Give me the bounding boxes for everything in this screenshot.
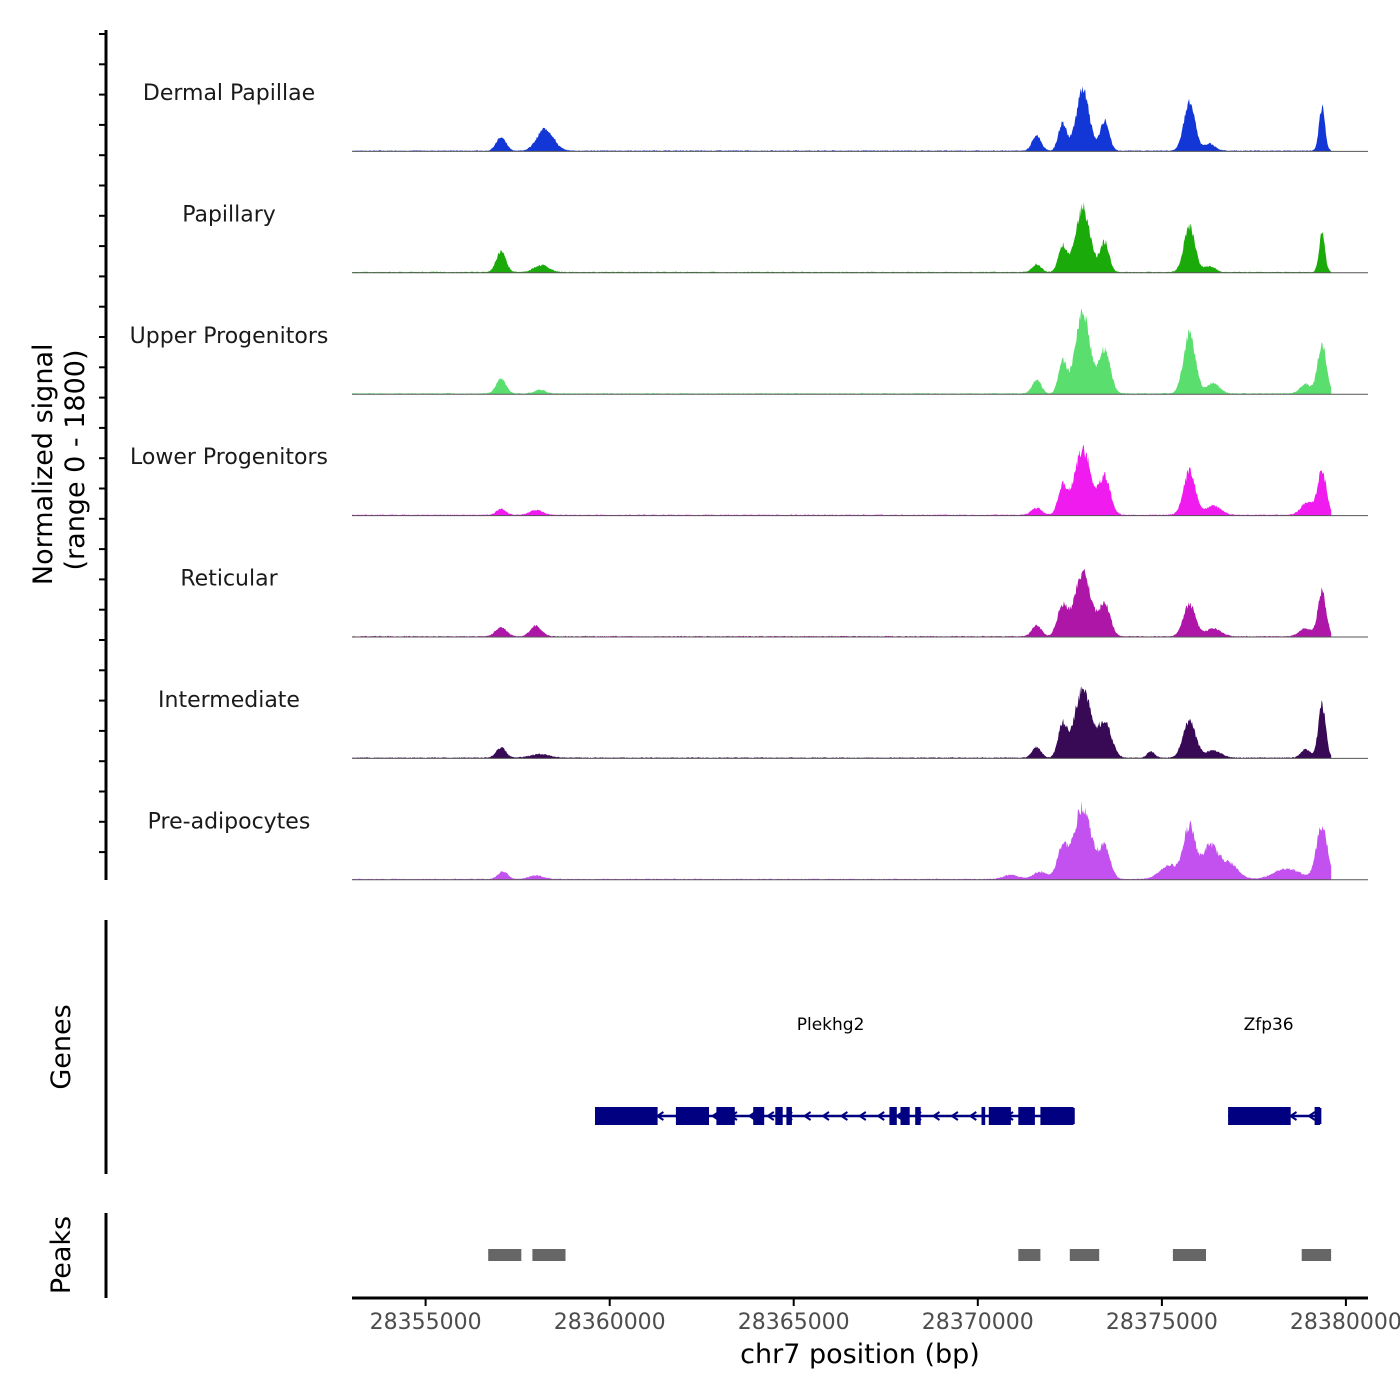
exon (1228, 1107, 1291, 1125)
strand-arrow (968, 1111, 977, 1121)
peak-region (1172, 1249, 1206, 1261)
strand-arrow (950, 1111, 959, 1121)
peak-regions (488, 1249, 1332, 1261)
x-axis: 28355000 28360000 28365000 28370000 28375000… (352, 1296, 1400, 1370)
x-axis-ticks: 28355000 28360000 28365000 28370000 28375000… (370, 1298, 1400, 1335)
track-reticular: Reticular (180, 567, 1368, 638)
signal-area (352, 308, 1332, 395)
exon (786, 1107, 792, 1125)
strand-arrow (839, 1111, 848, 1121)
peak-region (488, 1249, 522, 1261)
exon (1314, 1107, 1321, 1125)
strand-arrow (931, 1111, 941, 1121)
strand-arrow (821, 1111, 830, 1121)
track-lower-progenitors: Lower Progenitors (130, 445, 1368, 517)
peaks-panel: Peaks (46, 1213, 1332, 1298)
signal-area (352, 202, 1332, 273)
gene-plekhg2: Plekhg2 (595, 1015, 1075, 1125)
strand-arrow (857, 1111, 867, 1121)
x-tick-label: 28355000 (370, 1310, 482, 1335)
exon (915, 1107, 921, 1125)
signal-tracks: Dermal Papillae Papillary Upper Progenitor… (130, 81, 1368, 881)
track-label: Upper Progenitors (130, 324, 329, 349)
strand-arrow (876, 1111, 885, 1121)
gene-models: Plekhg2 Zfp36 (595, 1015, 1322, 1125)
x-tick-label: 28370000 (922, 1310, 1034, 1335)
genes-panel: Genes Plekhg2 Zfp36 (46, 920, 1322, 1174)
exon (595, 1107, 658, 1125)
strand-arrow (1307, 1111, 1316, 1121)
track-upper-progenitors: Upper Progenitors (130, 308, 1368, 395)
exon (988, 1107, 1011, 1125)
signal-area (352, 86, 1332, 152)
signal-area (352, 568, 1332, 637)
y-axis-title: Normalized signal (range 0 - 1800) (28, 335, 91, 585)
exon (675, 1107, 709, 1125)
x-tick-label: 28360000 (554, 1310, 666, 1335)
gene-name-label: Zfp36 (1244, 1015, 1294, 1035)
gene-zfp36: Zfp36 (1228, 1015, 1322, 1125)
x-tick-label: 28380000 (1290, 1310, 1400, 1335)
x-axis-title: chr7 position (bp) (740, 1339, 980, 1370)
track-label: Lower Progenitors (130, 445, 328, 470)
signal-area (352, 445, 1332, 516)
exon (1040, 1107, 1074, 1125)
y-axis-title-line-1: Normalized signal (28, 344, 59, 586)
peak-region (1018, 1249, 1041, 1261)
gene-name-label: Plekhg2 (797, 1015, 865, 1035)
exon (775, 1107, 783, 1125)
y-axis-title-line-2: (range 0 - 1800) (60, 350, 91, 571)
signal-area (352, 800, 1332, 880)
exon (889, 1107, 897, 1125)
track-label: Pre-adipocytes (148, 809, 311, 834)
track-intermediate: Intermediate (158, 686, 1368, 759)
exon (900, 1107, 910, 1125)
signal-y-axis: Normalized signal (range 0 - 1800) (28, 30, 108, 880)
peaks-panel-label: Peaks (46, 1216, 77, 1294)
track-label: Intermediate (158, 688, 300, 713)
exon (981, 1107, 986, 1125)
peak-region (1301, 1249, 1332, 1261)
y-axis-ticks (99, 33, 106, 854)
track-dermal-papillae: Dermal Papillae (143, 81, 1368, 152)
track-papillary: Papillary (182, 202, 1368, 274)
strand-arrow (802, 1111, 812, 1121)
track-pre-adipocytes: Pre-adipocytes (148, 800, 1368, 881)
genes-panel-label: Genes (46, 1004, 77, 1089)
exon (753, 1107, 765, 1125)
x-tick-label: 28375000 (1106, 1310, 1218, 1335)
track-label: Reticular (180, 567, 278, 592)
track-label: Papillary (182, 202, 276, 227)
signal-area (352, 686, 1332, 759)
peak-region (532, 1249, 566, 1261)
strand-arrow (765, 1111, 775, 1121)
peak-region (1069, 1249, 1100, 1261)
track-label: Dermal Papillae (143, 81, 315, 106)
exon (1018, 1107, 1035, 1125)
x-tick-label: 28365000 (738, 1310, 850, 1335)
exon (716, 1107, 735, 1125)
